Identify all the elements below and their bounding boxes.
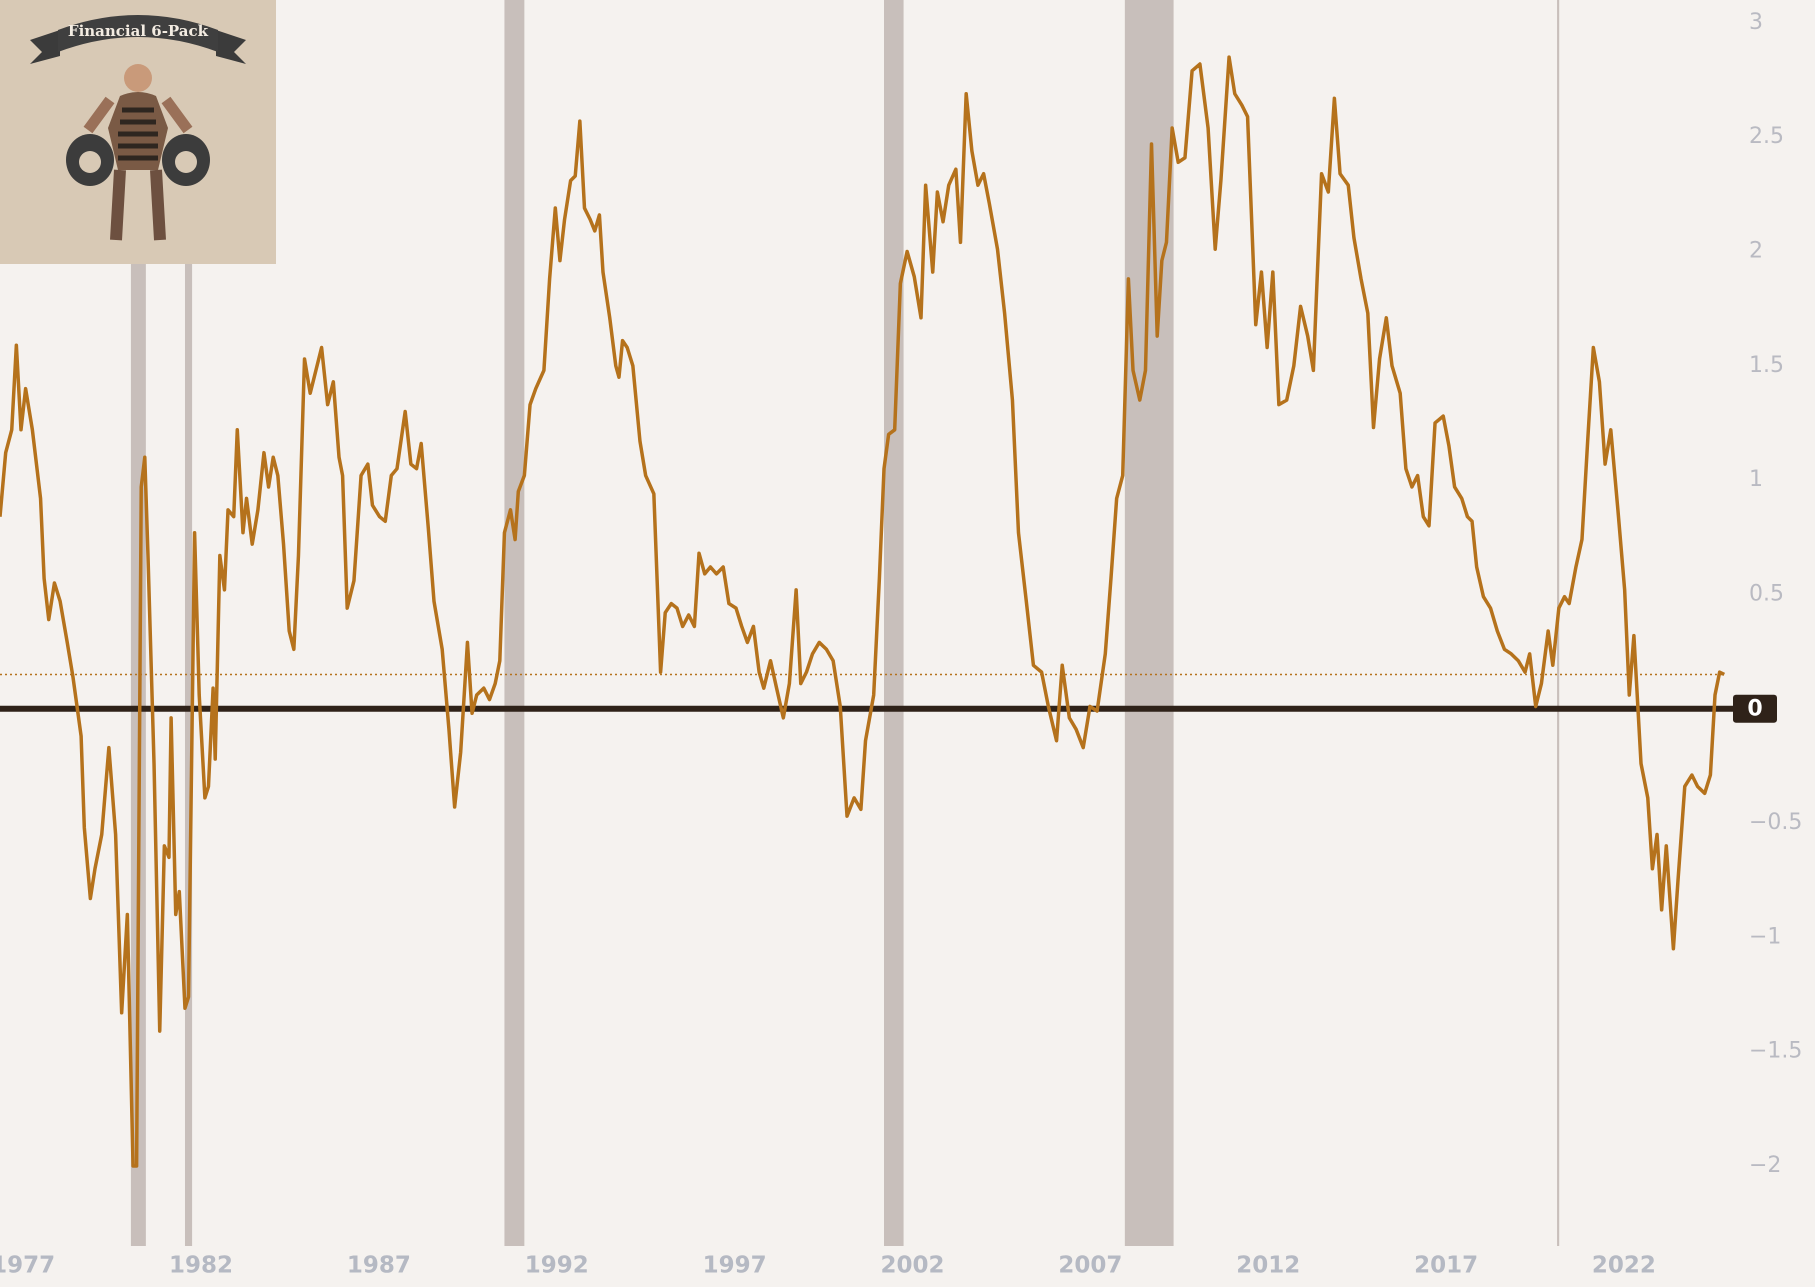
recession-band <box>130 0 146 1246</box>
y-tick-label: −1.5 <box>1749 1039 1802 1064</box>
y-tick-label: −0.5 <box>1749 810 1802 835</box>
x-tick-label: 2002 <box>880 1253 944 1279</box>
y-tick-label: 1 <box>1749 467 1763 492</box>
logo-legs <box>110 169 166 241</box>
y-tick-label: 0 <box>1747 697 1762 722</box>
zero-badge <box>1733 694 1777 723</box>
recession-bands <box>130 0 1560 1246</box>
logo-coin-left <box>79 151 101 173</box>
x-tick-label: 1997 <box>703 1253 767 1279</box>
y-tick-label: 2 <box>1749 238 1763 263</box>
logo-arms <box>83 96 193 134</box>
logo-ribbon-right <box>216 30 246 64</box>
axes: 1977 1982 1987 1992 1997 2002 2007 2012 2017 2022… <box>0 10 1802 1279</box>
x-tick-label: 1992 <box>525 1253 589 1279</box>
logo-stripes <box>118 107 158 161</box>
y-tick-label: −1 <box>1749 924 1781 949</box>
series-line <box>0 55 1726 1168</box>
x-tick-label: 2007 <box>1058 1253 1122 1279</box>
logo-coin-right <box>175 151 197 173</box>
x-tick-label: 1982 <box>169 1253 233 1279</box>
x-tick-label: 2022 <box>1592 1253 1656 1279</box>
x-tick-label: 2012 <box>1236 1253 1300 1279</box>
logo-text: Financial 6-Pack <box>68 22 209 40</box>
plot <box>0 55 1726 1168</box>
x-tick-label: 2017 <box>1414 1253 1478 1279</box>
logo: Financial 6-Pack <box>0 0 276 264</box>
y-tick-label: −2 <box>1749 1153 1781 1178</box>
x-tick-label: 1977 <box>0 1253 55 1279</box>
recession-band <box>184 0 193 1246</box>
logo-ribbon-left <box>30 30 60 64</box>
y-tick-label: 3 <box>1749 10 1763 35</box>
x-tick-label: 1987 <box>347 1253 411 1279</box>
y-tick-label: 2.5 <box>1749 124 1784 149</box>
recession-band <box>504 0 525 1246</box>
logo-head <box>124 64 152 92</box>
logo-banner <box>58 15 218 52</box>
y-tick-label: 1.5 <box>1749 353 1784 378</box>
y-tick-label: 0.5 <box>1749 581 1784 606</box>
recession-band <box>884 0 904 1246</box>
